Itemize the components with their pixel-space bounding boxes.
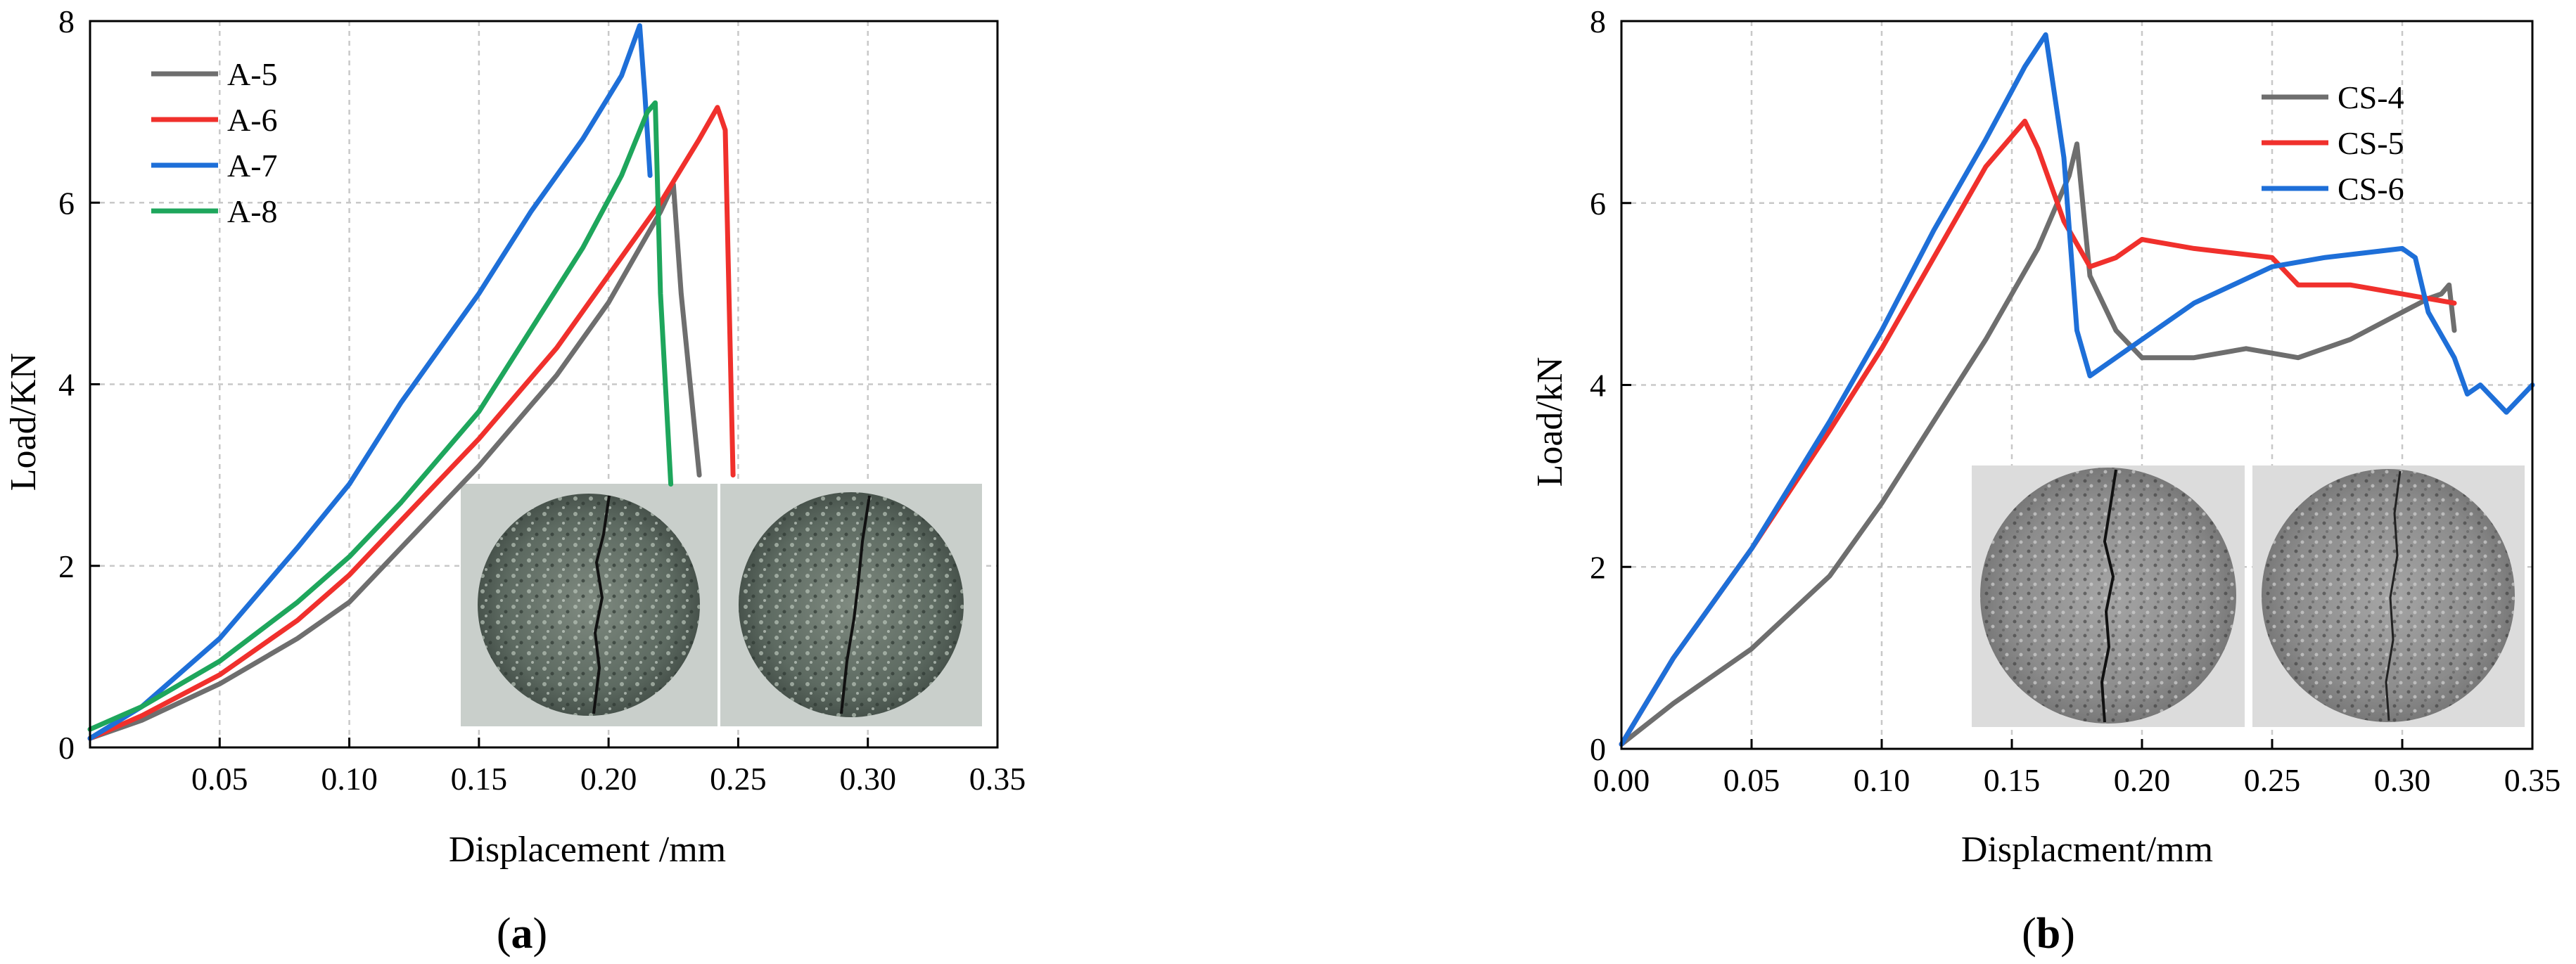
ticks-b: 0.00 0.05 0.10 0.15 0.20 0.25 0.30 0.35 0 2 4 6 8 [1590,4,2561,798]
series-line-cs-5 [1619,118,2457,747]
series-line-a-6 [87,105,736,741]
x-tick-label: 0.30 [2374,762,2431,798]
x-tick-label: 0.05 [1723,762,1780,798]
series-line-cs-6 [1619,32,2535,747]
x-tick-label: 0.10 [321,761,378,797]
crack-b-right [2385,470,2402,721]
x-tick-label: 0.05 [191,761,248,797]
x-tick-label: 0.35 [2504,762,2561,798]
inset-photos-a [461,484,982,726]
y-tick-label: 0 [58,730,75,766]
x-tick-label: 0.00 [1593,762,1650,798]
caption-b: (b) [2022,910,2075,958]
legend-a: A-5 A-6 A-7 A-8 [151,56,278,229]
legend-label-a-7: A-7 [227,148,278,184]
crack-a-left [592,495,611,714]
y-tick-label: 8 [1590,4,1606,39]
y-tick-label: 8 [58,4,75,39]
caption-a: (a) [497,910,547,958]
y-axis-label-b: Load/kN [1530,357,1570,487]
crack-b-left [2100,469,2117,723]
x-tick-label: 0.10 [1854,762,1911,798]
x-tick-label: 0.20 [2114,762,2171,798]
legend-label-cs-6: CS-6 [2338,171,2404,207]
y-axis-label-a: Load/KN [4,353,44,491]
series-group-b [1619,32,2535,747]
chart-panel-b: 0.00 0.05 0.10 0.15 0.20 0.25 0.30 0.35 0 2 4 6 8 CS… [1530,4,2561,958]
y-tick-label: 4 [58,367,75,403]
x-tick-label: 0.30 [839,761,896,797]
x-tick-label: 0.25 [710,761,767,797]
ticks-a: 0.05 0.10 0.15 0.20 0.25 0.30 0.35 0 2 4 6 8 [58,4,1026,797]
series-line-a-8 [87,100,674,732]
series-group-a [87,23,736,741]
crack-a-right [840,495,871,714]
x-tick-label: 0.25 [2244,762,2301,798]
legend-label-cs-5: CS-5 [2338,125,2404,161]
series-line-a-7 [87,23,653,741]
x-axis-label-b: Displacment/mm [1961,830,2213,870]
legend-b: CS-4 CS-5 CS-6 [2262,79,2404,207]
chart-panel-a: 0.05 0.10 0.15 0.20 0.25 0.30 0.35 0 2 4 6 8 A-5 A-6… [4,4,1026,958]
legend-label-a-5: A-5 [227,56,278,92]
legend-label-a-8: A-8 [227,193,278,229]
y-tick-label: 0 [1590,731,1606,767]
series-line-cs-4 [1619,141,2457,747]
x-tick-label: 0.15 [451,761,508,797]
x-tick-label: 0.35 [969,761,1026,797]
x-tick-label: 0.15 [1984,762,2041,798]
legend-label-a-6: A-6 [227,102,278,138]
x-tick-label: 0.20 [580,761,637,797]
y-tick-label: 2 [58,548,75,584]
legend-label-cs-4: CS-4 [2338,79,2404,115]
y-tick-label: 4 [1590,368,1606,404]
y-tick-label: 2 [1590,549,1606,585]
x-axis-label-a: Displacement /mm [449,830,726,870]
inset-photos-b [1972,465,2525,727]
y-tick-label: 6 [1590,186,1606,221]
y-tick-label: 6 [58,185,75,221]
